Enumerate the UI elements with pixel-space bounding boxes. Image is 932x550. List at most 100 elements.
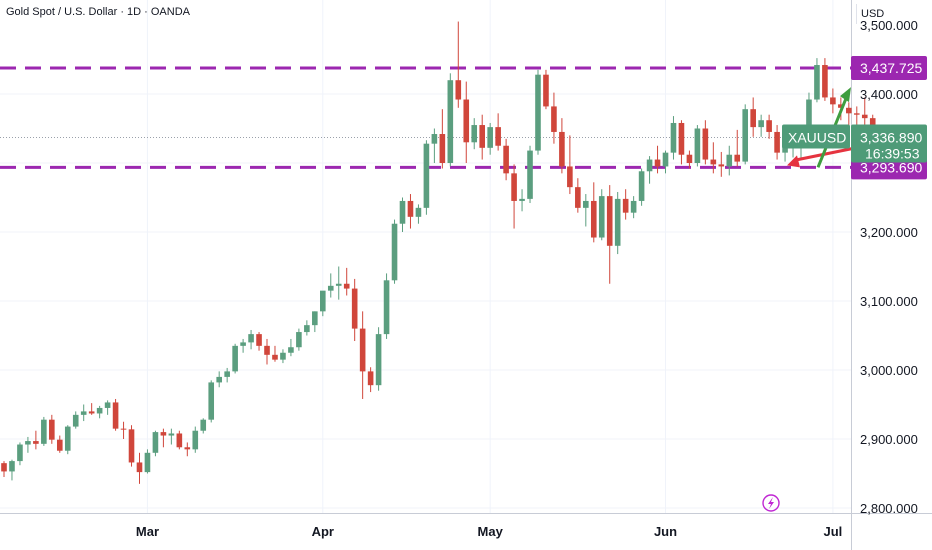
candle-body	[606, 196, 613, 246]
candle-body	[232, 345, 238, 372]
candle-up	[694, 125, 701, 167]
candle-up	[447, 73, 454, 167]
candle-body	[710, 159, 717, 165]
red-arrow-head	[787, 155, 800, 168]
candle-body	[407, 200, 414, 217]
candle-up	[296, 328, 302, 351]
symbol-text: XAUUSD	[788, 130, 846, 146]
candle-body	[272, 354, 278, 360]
candle-body	[479, 125, 485, 148]
candle-down	[654, 145, 661, 174]
candle-down	[718, 151, 725, 177]
candle-down	[734, 129, 741, 167]
candle-up	[152, 430, 159, 457]
candle-up	[17, 442, 23, 466]
candle-up	[471, 118, 478, 150]
level-price-badge	[851, 55, 927, 80]
candle-body	[830, 97, 836, 105]
candle-down	[590, 182, 597, 243]
candle-up	[399, 197, 406, 232]
candle-down	[543, 69, 549, 110]
candle-down	[272, 345, 278, 362]
candle-body	[304, 325, 310, 333]
candle-down	[439, 109, 446, 169]
candle-body	[343, 283, 350, 289]
candle-body	[375, 334, 382, 386]
candle-body	[256, 334, 262, 346]
candle-down	[575, 178, 581, 213]
candle-body	[49, 419, 55, 440]
candle-body	[718, 164, 725, 167]
candle-body	[192, 430, 199, 450]
candle-down	[176, 430, 183, 450]
candle-down	[343, 267, 350, 296]
candle-down	[120, 421, 127, 439]
price-axis[interactable]: 2,800.000 2,900.000 3,000.000 3,100.000 3,20…	[860, 18, 918, 516]
candle-body	[575, 187, 581, 208]
candle-body	[662, 152, 669, 167]
candle-body	[320, 290, 326, 312]
candle-down	[49, 414, 55, 444]
candle-body	[144, 452, 151, 473]
candle-body	[838, 104, 844, 108]
time-tick-label: Jul	[823, 524, 842, 539]
candle-body	[176, 433, 183, 448]
candle-body	[296, 332, 302, 348]
candle-up	[383, 273, 390, 339]
candle-down	[702, 120, 709, 165]
candle-body	[288, 347, 294, 353]
candle-body	[439, 134, 446, 163]
candle-up	[814, 58, 820, 103]
candle-down	[766, 114, 772, 139]
candle-body	[335, 283, 342, 286]
candle-body	[590, 200, 597, 238]
candle-body	[423, 143, 430, 208]
candle-body	[782, 145, 788, 153]
currency-label[interactable]: USD	[856, 4, 931, 24]
candle-body	[367, 371, 374, 386]
time-tick-label: Jun	[654, 524, 677, 539]
candle-down	[774, 125, 780, 160]
candle-body	[160, 432, 167, 436]
candle-down	[112, 398, 119, 431]
candle-down	[88, 403, 95, 415]
candle-down	[256, 332, 262, 351]
candle-up	[96, 405, 103, 419]
candle-body	[327, 285, 334, 291]
candle-up	[646, 156, 653, 184]
candle-body	[535, 74, 541, 151]
candle-up	[304, 320, 310, 336]
candle-up	[431, 128, 438, 163]
candle-body	[1, 463, 7, 472]
candle-body	[120, 428, 127, 430]
price-tick-label: 3,100.000	[860, 294, 918, 309]
candle-up	[487, 122, 493, 155]
candle-down	[559, 118, 565, 174]
candle-body	[280, 352, 286, 360]
time-axis[interactable]: Mar Apr May Jun Jul	[136, 524, 842, 539]
candle-down	[567, 135, 573, 195]
candle-body	[471, 125, 478, 143]
candle-up	[519, 189, 525, 212]
candle-down	[407, 194, 414, 229]
candle-body	[774, 131, 780, 153]
time-tick-label: May	[478, 524, 504, 539]
candle-body	[742, 109, 749, 162]
candle-body	[72, 414, 79, 427]
candle-up	[248, 329, 254, 350]
chart-title: Gold Spot / U.S. Dollar · 1D · OANDA	[6, 6, 190, 18]
price-tick-label: 3,500.000	[860, 18, 918, 33]
candle-up	[168, 428, 175, 445]
candle-up	[391, 219, 398, 284]
candle-body	[567, 166, 573, 188]
candle-body	[33, 441, 39, 444]
candle-body	[17, 444, 23, 462]
candle-up	[535, 69, 541, 155]
lightning-icon[interactable]	[762, 494, 780, 512]
candle-up	[288, 338, 294, 357]
candle-body	[646, 159, 653, 172]
candle-down	[463, 81, 470, 163]
candle-up	[758, 114, 764, 137]
candle-body	[184, 447, 191, 450]
